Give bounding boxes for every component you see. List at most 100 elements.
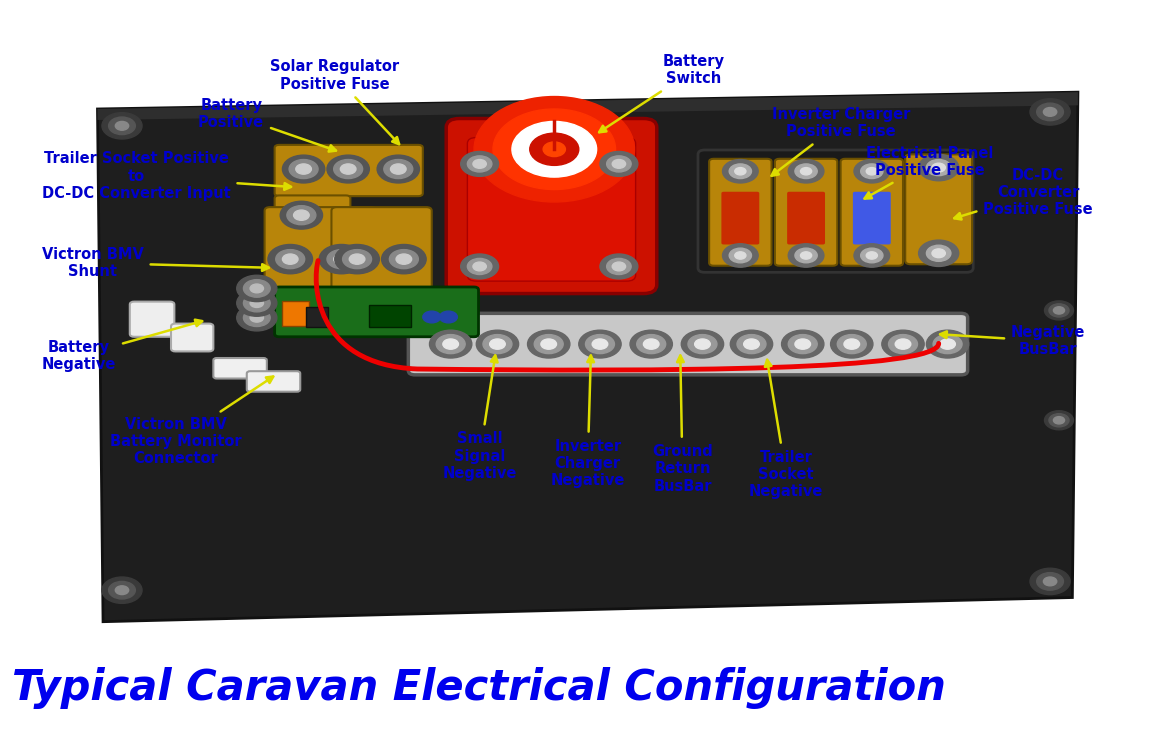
Circle shape — [1045, 301, 1074, 320]
Circle shape — [844, 339, 859, 349]
Circle shape — [918, 154, 959, 181]
Text: Ground
Return
BusBar: Ground Return BusBar — [652, 356, 713, 494]
Circle shape — [1048, 414, 1069, 427]
Circle shape — [468, 156, 492, 172]
Circle shape — [115, 122, 129, 130]
Circle shape — [854, 159, 889, 183]
Circle shape — [461, 254, 498, 279]
Circle shape — [866, 168, 878, 175]
Circle shape — [102, 113, 142, 139]
Circle shape — [384, 159, 413, 179]
Circle shape — [282, 254, 298, 264]
Circle shape — [493, 109, 615, 190]
Text: Battery
Switch: Battery Switch — [599, 54, 724, 132]
Text: Inverter Charger
Positive Fuse: Inverter Charger Positive Fuse — [772, 107, 910, 176]
Circle shape — [244, 294, 271, 312]
Circle shape — [612, 159, 626, 168]
Circle shape — [333, 159, 362, 179]
Text: Trailer
Socket
Negative: Trailer Socket Negative — [749, 359, 823, 500]
FancyBboxPatch shape — [171, 323, 214, 351]
Circle shape — [287, 206, 316, 224]
Circle shape — [730, 330, 773, 358]
Text: Typical Caravan Electrical Configuration: Typical Caravan Electrical Configuration — [12, 666, 945, 708]
Circle shape — [933, 334, 962, 354]
Circle shape — [800, 168, 812, 175]
FancyBboxPatch shape — [721, 192, 759, 244]
FancyBboxPatch shape — [446, 119, 657, 294]
Circle shape — [468, 258, 492, 275]
Circle shape — [1037, 103, 1063, 121]
FancyBboxPatch shape — [709, 159, 772, 266]
Circle shape — [382, 244, 426, 274]
Circle shape — [1044, 108, 1057, 117]
FancyBboxPatch shape — [247, 371, 301, 392]
Circle shape — [289, 159, 318, 179]
Text: Victron BMV
Shunt: Victron BMV Shunt — [42, 246, 269, 279]
Circle shape — [1045, 411, 1074, 430]
Circle shape — [437, 334, 466, 354]
Circle shape — [244, 280, 271, 297]
Circle shape — [423, 311, 441, 323]
Circle shape — [327, 249, 356, 269]
Polygon shape — [98, 92, 1077, 120]
Circle shape — [735, 168, 745, 175]
Circle shape — [276, 249, 304, 269]
Circle shape — [860, 248, 884, 263]
Circle shape — [377, 155, 419, 183]
Circle shape — [534, 334, 563, 354]
FancyBboxPatch shape — [774, 159, 837, 266]
Circle shape — [600, 254, 637, 279]
Circle shape — [541, 339, 556, 349]
Circle shape — [280, 201, 323, 229]
FancyBboxPatch shape — [369, 306, 411, 327]
Circle shape — [926, 159, 951, 176]
Circle shape — [333, 254, 349, 264]
Text: Solar Regulator
Positive Fuse: Solar Regulator Positive Fuse — [271, 59, 399, 144]
Circle shape — [918, 240, 959, 266]
Circle shape — [860, 164, 884, 179]
FancyBboxPatch shape — [282, 301, 309, 325]
Circle shape — [854, 244, 889, 267]
Circle shape — [866, 252, 878, 259]
Circle shape — [319, 244, 363, 274]
Circle shape — [612, 262, 626, 271]
FancyBboxPatch shape — [841, 159, 903, 266]
Circle shape — [109, 117, 136, 134]
Circle shape — [837, 334, 866, 354]
Circle shape — [607, 156, 632, 172]
FancyBboxPatch shape — [787, 192, 825, 244]
Circle shape — [474, 97, 635, 202]
Circle shape — [109, 582, 136, 599]
Circle shape — [250, 284, 264, 293]
Circle shape — [529, 133, 579, 165]
Circle shape — [735, 252, 745, 259]
Circle shape — [926, 330, 968, 358]
Circle shape — [795, 248, 817, 263]
FancyBboxPatch shape — [906, 154, 972, 264]
Circle shape — [490, 339, 505, 349]
Circle shape — [527, 330, 570, 358]
Circle shape — [430, 330, 471, 358]
Circle shape — [729, 164, 751, 179]
Circle shape — [115, 586, 129, 595]
Circle shape — [237, 275, 276, 302]
Circle shape — [1048, 304, 1069, 317]
Circle shape — [585, 334, 614, 354]
Circle shape — [473, 159, 486, 168]
Circle shape — [737, 334, 766, 354]
Circle shape — [781, 330, 824, 358]
FancyBboxPatch shape — [275, 287, 478, 337]
FancyBboxPatch shape — [698, 150, 973, 272]
Circle shape — [895, 339, 911, 349]
Circle shape — [473, 262, 486, 271]
Text: DC-DC
Converter
Positive Fuse: DC-DC Converter Positive Fuse — [954, 168, 1093, 219]
Text: Battery
Negative: Battery Negative — [42, 320, 202, 372]
Circle shape — [694, 339, 711, 349]
Circle shape — [334, 244, 380, 274]
Circle shape — [268, 244, 312, 274]
Circle shape — [543, 142, 565, 156]
Circle shape — [939, 339, 956, 349]
Circle shape — [600, 151, 637, 176]
Circle shape — [788, 159, 824, 183]
Circle shape — [932, 163, 945, 172]
